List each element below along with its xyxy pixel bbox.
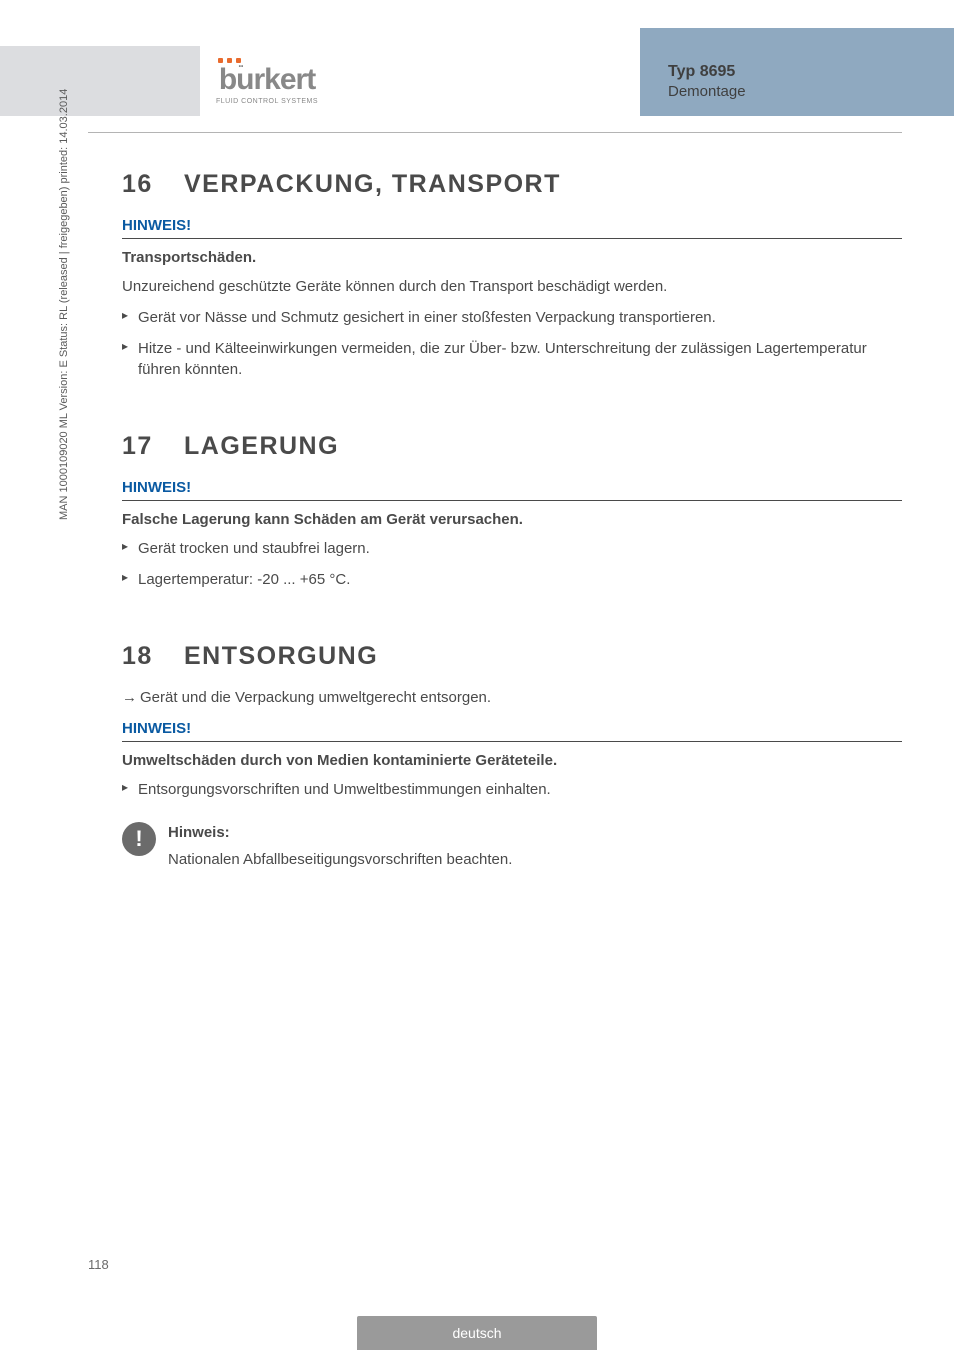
bullet-item: Gerät trocken und staubfrei lagern. bbox=[122, 538, 902, 559]
header-divider bbox=[88, 132, 902, 133]
notice-label: HINWEIS! bbox=[122, 217, 902, 234]
bullet-item: Lagertemperatur: -20 ... +65 °C. bbox=[122, 569, 902, 590]
product-section: Demontage bbox=[668, 83, 954, 100]
page: bu..rkert FLUID CONTROL SYSTEMS Typ 8695… bbox=[0, 0, 954, 1350]
arrow-text: Gerät und die Verpackung umweltgerecht e… bbox=[140, 689, 491, 706]
blue-tab-top-sliver bbox=[640, 28, 954, 46]
arrow-icon: → bbox=[122, 689, 140, 706]
top-strip bbox=[0, 0, 954, 28]
section-heading: 18ENTSORGUNG bbox=[122, 642, 902, 671]
bullet-list: Entsorgungsvorschriften und Umweltbestim… bbox=[122, 779, 902, 800]
section-16: 16VERPACKUNG, TRANSPORT HINWEIS! Transpo… bbox=[122, 170, 902, 380]
logo-cell: bu..rkert FLUID CONTROL SYSTEMS bbox=[200, 46, 640, 116]
notice-label: HINWEIS! bbox=[122, 720, 902, 737]
notice-rule bbox=[122, 741, 902, 742]
product-type: Typ 8695 bbox=[668, 63, 954, 81]
bullet-item: Gerät vor Nässe und Schmutz gesichert in… bbox=[122, 307, 902, 328]
section-number: 17 bbox=[122, 432, 184, 461]
logo-text: bu..rkert bbox=[219, 65, 315, 95]
notice-body: Umweltschäden durch von Medien kontamini… bbox=[122, 750, 902, 800]
section-heading: 16VERPACKUNG, TRANSPORT bbox=[122, 170, 902, 199]
bullet-list: Gerät vor Nässe und Schmutz gesichert in… bbox=[122, 307, 902, 380]
note-box: ! Hinweis: Nationalen Abfallbeseitigungs… bbox=[122, 822, 902, 871]
section-18: 18ENTSORGUNG →Gerät und die Verpackung u… bbox=[122, 642, 902, 871]
notice-lead: Umweltschäden durch von Medien kontamini… bbox=[122, 750, 902, 771]
notice-lead: Falsche Lagerung kann Schäden am Gerät v… bbox=[122, 509, 902, 530]
bullet-list: Gerät trocken und staubfrei lagern. Lage… bbox=[122, 538, 902, 590]
notice-intro: Unzureichend geschützte Geräte können du… bbox=[122, 276, 902, 297]
bullet-item: Entsorgungsvorschriften und Umweltbestim… bbox=[122, 779, 902, 800]
section-heading: 17LAGERUNG bbox=[122, 432, 902, 461]
section-number: 16 bbox=[122, 170, 184, 199]
grey-tab bbox=[0, 46, 200, 116]
blue-header-tab: Typ 8695 Demontage bbox=[640, 46, 954, 116]
note-text: Hinweis: Nationalen Abfallbeseitigungsvo… bbox=[168, 822, 512, 871]
notice-rule bbox=[122, 238, 902, 239]
section-number: 18 bbox=[122, 642, 184, 671]
notice-body: Falsche Lagerung kann Schäden am Gerät v… bbox=[122, 509, 902, 590]
burkert-logo: bu..rkert FLUID CONTROL SYSTEMS bbox=[216, 58, 318, 105]
content-area: 16VERPACKUNG, TRANSPORT HINWEIS! Transpo… bbox=[122, 170, 902, 915]
notice-body: Transportschäden. Unzureichend geschützt… bbox=[122, 247, 902, 380]
section-title: LAGERUNG bbox=[184, 432, 339, 460]
note-title: Hinweis: bbox=[168, 822, 512, 845]
side-document-id: MAN 1000109020 ML Version: E Status: RL … bbox=[58, 89, 70, 520]
section-17: 17LAGERUNG HINWEIS! Falsche Lagerung kan… bbox=[122, 432, 902, 590]
note-body: Nationalen Abfallbeseitigungsvorschrifte… bbox=[168, 851, 512, 868]
notice-rule bbox=[122, 500, 902, 501]
footer-language-tab: deutsch bbox=[357, 1316, 597, 1350]
arrow-instruction: →Gerät und die Verpackung umweltgerecht … bbox=[122, 689, 902, 706]
header-row: bu..rkert FLUID CONTROL SYSTEMS Typ 8695… bbox=[0, 46, 954, 116]
section-title: ENTSORGUNG bbox=[184, 642, 378, 670]
section-title: VERPACKUNG, TRANSPORT bbox=[184, 170, 561, 198]
notice-label: HINWEIS! bbox=[122, 479, 902, 496]
logo-subtitle: FLUID CONTROL SYSTEMS bbox=[216, 98, 318, 105]
page-number: 118 bbox=[88, 1257, 109, 1272]
bullet-item: Hitze - und Kälteeinwirkungen vermeiden,… bbox=[122, 338, 902, 380]
notice-lead: Transportschäden. bbox=[122, 247, 902, 268]
info-icon: ! bbox=[122, 822, 156, 856]
